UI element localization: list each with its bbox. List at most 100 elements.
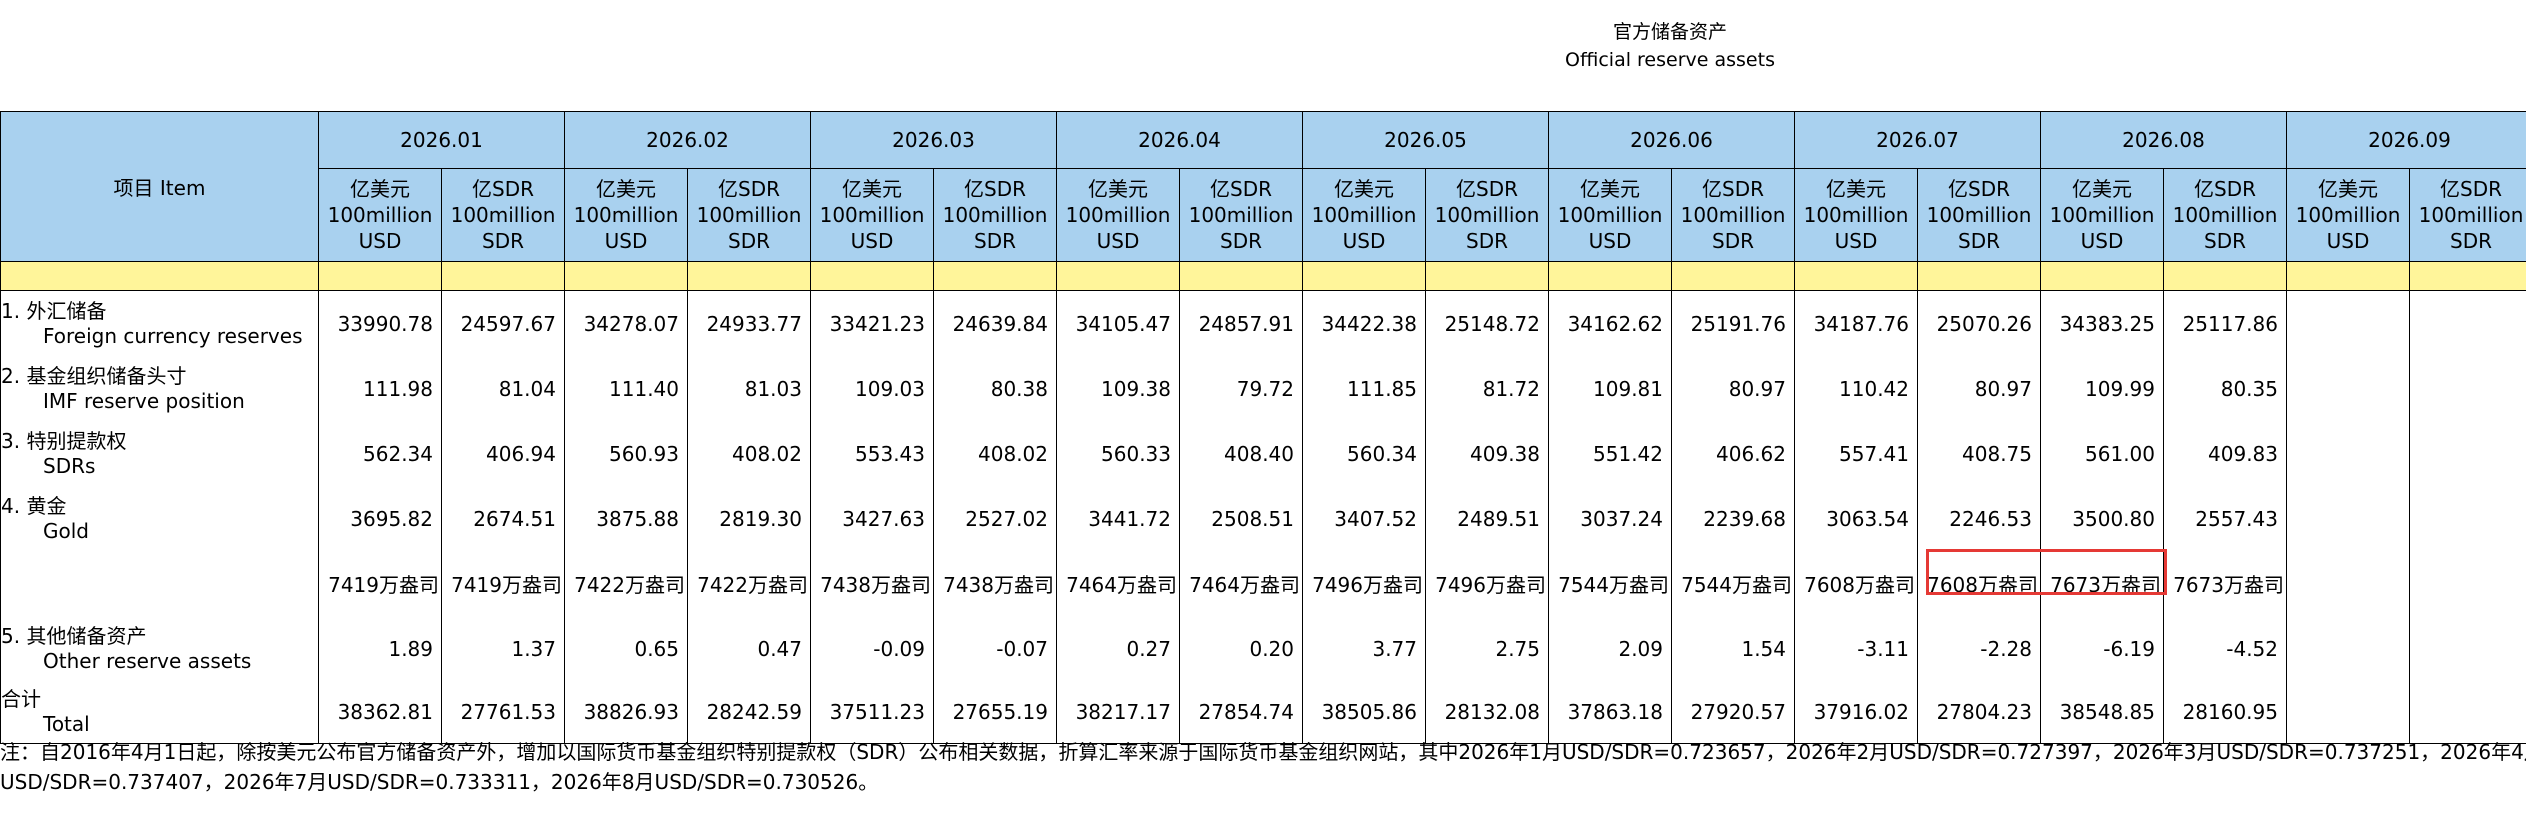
month-header: 2026.02: [564, 111, 811, 169]
value-cell: 111.85: [1302, 356, 1426, 421]
value-cell: 7608万盎司: [1794, 551, 1918, 616]
value-cell: 7422万盎司: [687, 551, 811, 616]
band-cell: [810, 261, 934, 291]
row-label: 合计 Total: [0, 681, 319, 744]
unit-line: 100million: [942, 203, 1048, 227]
unit-line: SDR: [1220, 229, 1262, 253]
value-cell: 80.35: [2163, 356, 2287, 421]
value-cell: 109.03: [810, 356, 934, 421]
unit-line: 亿美元: [1580, 177, 1640, 201]
value-cell: 409.38: [1425, 421, 1549, 486]
unit-line: 亿美元: [2318, 177, 2378, 201]
value-cell: 109.99: [2040, 356, 2164, 421]
value-cell: 7422万盎司: [564, 551, 688, 616]
value-cell: 408.40: [1179, 421, 1303, 486]
value-cell: 7496万盎司: [1302, 551, 1426, 616]
unit-line: 100million: [1311, 203, 1417, 227]
band-cell: [1671, 261, 1795, 291]
month-header: 2026.03: [810, 111, 1057, 169]
unit-line: USD: [2326, 229, 2370, 253]
value-cell: 38548.85: [2040, 681, 2164, 744]
unit-line: USD: [2080, 229, 2124, 253]
unit-line: 亿美元: [2072, 177, 2132, 201]
unit-line: 100million: [1926, 203, 2032, 227]
value-cell: 0.20: [1179, 616, 1303, 681]
item-header: 项目 Item: [0, 111, 319, 262]
unit-usd-header: 亿美元 100million USD: [1302, 168, 1426, 262]
unit-line: SDR: [974, 229, 1016, 253]
value-cell: 27920.57: [1671, 681, 1795, 744]
unit-line: 亿美元: [596, 177, 656, 201]
value-cell: 34383.25: [2040, 290, 2164, 356]
value-cell: 79.72: [1179, 356, 1303, 421]
value-cell: [2409, 616, 2526, 681]
value-cell: 27804.23: [1917, 681, 2041, 744]
value-cell: 3500.80: [2040, 486, 2164, 551]
value-cell: [2286, 681, 2410, 744]
table-title: 官方储备资产 Official reserve assets: [0, 18, 2526, 74]
value-cell: 7496万盎司: [1425, 551, 1549, 616]
value-cell: [2286, 616, 2410, 681]
value-cell: 7464万盎司: [1056, 551, 1180, 616]
band-cell: [1794, 261, 1918, 291]
row-label-en: SDRs: [43, 453, 96, 478]
month-header: 2026.06: [1548, 111, 1795, 169]
value-cell: 37916.02: [1794, 681, 1918, 744]
band-cell: [1179, 261, 1303, 291]
value-cell: 562.34: [318, 421, 442, 486]
value-cell: 1.89: [318, 616, 442, 681]
reserve-table: 项目 Item 2026.01 2026.02 2026.03 2026.04 2026…: [0, 111, 2526, 744]
value-cell: 28160.95: [2163, 681, 2287, 744]
value-cell: 27854.74: [1179, 681, 1303, 744]
unit-line: SDR: [482, 229, 524, 253]
unit-line: 亿SDR: [472, 177, 534, 201]
value-cell: 27761.53: [441, 681, 565, 744]
value-cell: 3427.63: [810, 486, 934, 551]
unit-line: 亿SDR: [2194, 177, 2256, 201]
value-cell: -0.09: [810, 616, 934, 681]
value-cell: 3037.24: [1548, 486, 1672, 551]
value-cell: 111.40: [564, 356, 688, 421]
unit-sdr-header: 亿SDR 100million SDR: [1425, 168, 1549, 262]
value-cell: 28242.59: [687, 681, 811, 744]
row-label: 1. 外汇储备 Foreign currency reserves: [0, 290, 319, 356]
value-cell: [2409, 421, 2526, 486]
value-cell: 406.94: [441, 421, 565, 486]
unit-line: 亿美元: [842, 177, 902, 201]
value-cell: 3.77: [1302, 616, 1426, 681]
unit-line: 100million: [2418, 203, 2524, 227]
band-cell: [1056, 261, 1180, 291]
value-cell: 2246.53: [1917, 486, 2041, 551]
value-cell: [2286, 551, 2410, 616]
value-cell: 3875.88: [564, 486, 688, 551]
value-cell: 38362.81: [318, 681, 442, 744]
value-cell: 34422.38: [1302, 290, 1426, 356]
value-cell: 557.41: [1794, 421, 1918, 486]
value-cell: 7438万盎司: [933, 551, 1057, 616]
value-cell: 24597.67: [441, 290, 565, 356]
row-label-zh: 合计: [1, 687, 42, 711]
unit-line: 亿SDR: [1948, 177, 2010, 201]
unit-line: SDR: [2450, 229, 2492, 253]
value-cell: 560.93: [564, 421, 688, 486]
table-row: 合计 Total 38362.81 27761.53 38826.93 28242.59 3…: [0, 681, 2526, 744]
unit-usd-header: 亿美元 100million USD: [810, 168, 934, 262]
value-cell: [2409, 551, 2526, 616]
unit-line: 100million: [573, 203, 679, 227]
unit-line: 亿美元: [1334, 177, 1394, 201]
row-label-zh: 2. 基金组织储备头寸: [1, 363, 187, 388]
value-cell: 81.04: [441, 356, 565, 421]
value-cell: 408.75: [1917, 421, 2041, 486]
value-cell: 37863.18: [1548, 681, 1672, 744]
unit-line: 100million: [1680, 203, 1786, 227]
value-cell: 109.81: [1548, 356, 1672, 421]
value-cell: 2489.51: [1425, 486, 1549, 551]
value-cell: 2819.30: [687, 486, 811, 551]
value-cell: 111.98: [318, 356, 442, 421]
value-cell: -4.52: [2163, 616, 2287, 681]
table-row: 7419万盎司 7419万盎司 7422万盎司 7422万盎司 7438万盎司 7438万…: [0, 551, 2526, 616]
row-label: 3. 特别提款权 SDRs: [0, 421, 319, 486]
value-cell: 25191.76: [1671, 290, 1795, 356]
row-label-zh: 1. 外汇储备: [1, 298, 107, 323]
value-cell: 7464万盎司: [1179, 551, 1303, 616]
